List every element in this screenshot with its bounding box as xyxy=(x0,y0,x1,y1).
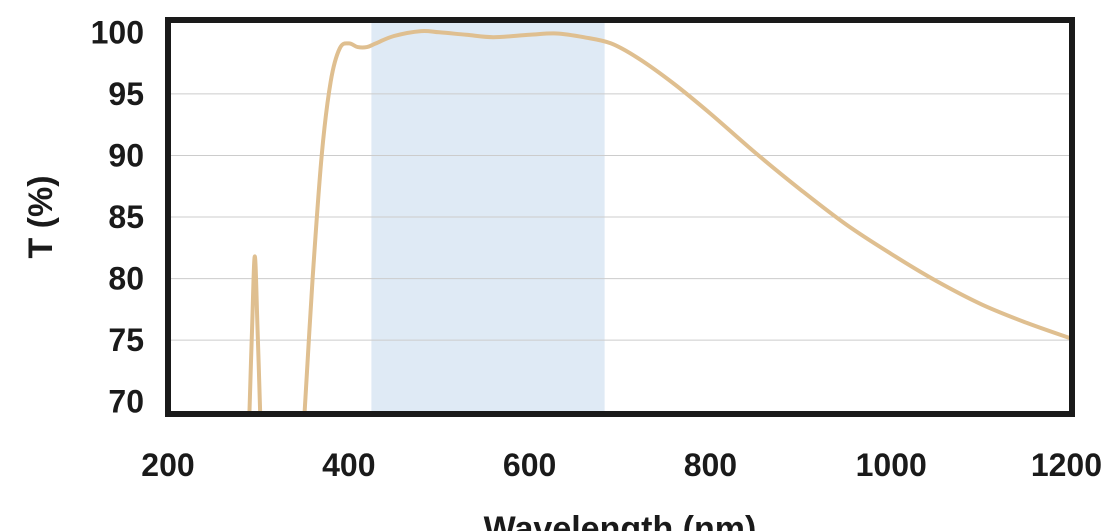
x-tick-label: 400 xyxy=(322,447,375,483)
y-tick-label: 95 xyxy=(108,76,144,112)
x-axis-ticks: 200 400 600 800 1000 1200 xyxy=(141,447,1102,483)
curve-segment-1 xyxy=(302,28,1072,414)
y-axis-ticks: 70 75 80 85 90 95 100 xyxy=(91,14,144,419)
plot-frame xyxy=(165,17,1075,417)
x-tick-label: 200 xyxy=(141,447,194,483)
y-tick-label: 80 xyxy=(108,261,144,297)
curve-segment-0 xyxy=(247,254,263,414)
x-tick-label: 800 xyxy=(684,447,737,483)
x-tick-label: 600 xyxy=(503,447,556,483)
y-tick-label: 70 xyxy=(108,384,144,420)
x-tick-label: 1000 xyxy=(856,447,927,483)
transmission-curve xyxy=(247,28,1072,414)
y-tick-label: 90 xyxy=(108,137,144,173)
y-tick-label: 100 xyxy=(91,14,144,50)
x-tick-label: 1200 xyxy=(1031,447,1102,483)
y-axis-title: T (%) xyxy=(22,175,60,258)
grid-lines xyxy=(168,93,1072,341)
y-tick-label: 85 xyxy=(108,199,144,235)
y-tick-label: 75 xyxy=(108,322,144,358)
x-axis-title: Wavelength (nm) xyxy=(484,510,757,531)
